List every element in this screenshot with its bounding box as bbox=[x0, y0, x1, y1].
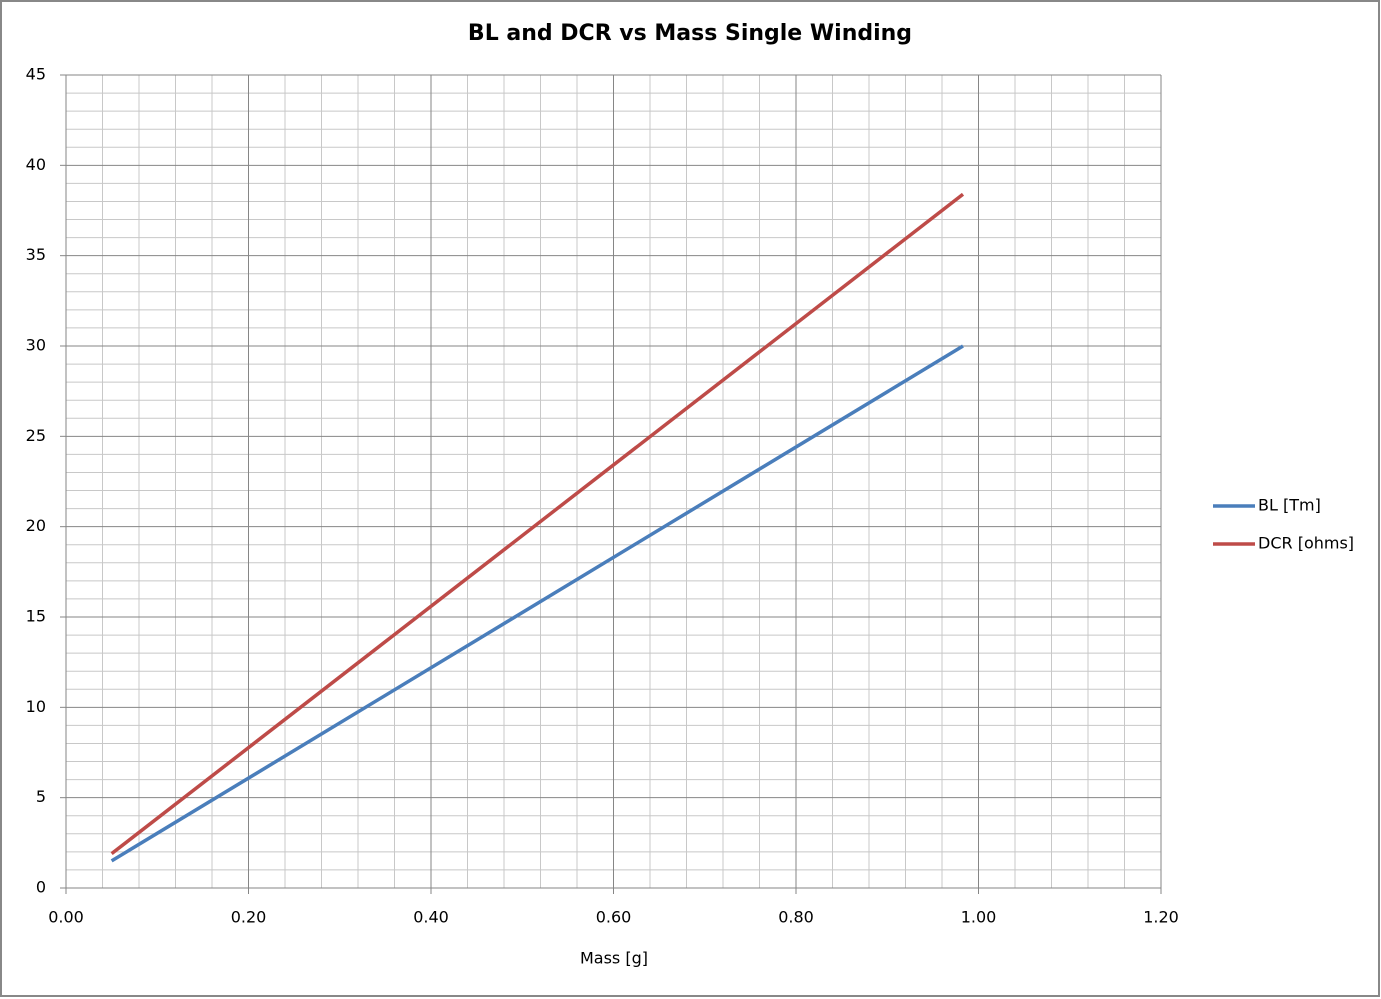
y-tick-label: 45 bbox=[26, 65, 46, 84]
x-tick-label: 1.00 bbox=[961, 908, 997, 927]
y-tick-label: 15 bbox=[26, 607, 46, 626]
x-tick-label: 0.80 bbox=[778, 908, 814, 927]
y-tick-label: 0 bbox=[36, 878, 46, 897]
x-tick-label: 1.20 bbox=[1143, 908, 1179, 927]
x-axis-label: Mass [g] bbox=[580, 949, 648, 968]
y-tick-label: 20 bbox=[26, 516, 46, 535]
x-tick-label: 0.40 bbox=[413, 908, 449, 927]
chart-title: BL and DCR vs Mass Single Winding bbox=[468, 21, 912, 46]
x-tick-label: 0.00 bbox=[48, 908, 84, 927]
series-line bbox=[110, 192, 965, 856]
legend-label: BL [Tm] bbox=[1258, 496, 1321, 515]
y-tick-label: 5 bbox=[36, 787, 46, 806]
series-line bbox=[110, 344, 964, 863]
y-tick-label: 10 bbox=[26, 697, 46, 716]
legend-label: DCR [ohms] bbox=[1258, 534, 1354, 553]
y-tick-label: 40 bbox=[26, 155, 46, 174]
y-tick-label: 25 bbox=[26, 426, 46, 445]
x-tick-label: 0.60 bbox=[596, 908, 632, 927]
x-tick-label: 0.20 bbox=[231, 908, 267, 927]
y-tick-label: 35 bbox=[26, 245, 46, 264]
y-tick-label: 30 bbox=[26, 336, 46, 355]
